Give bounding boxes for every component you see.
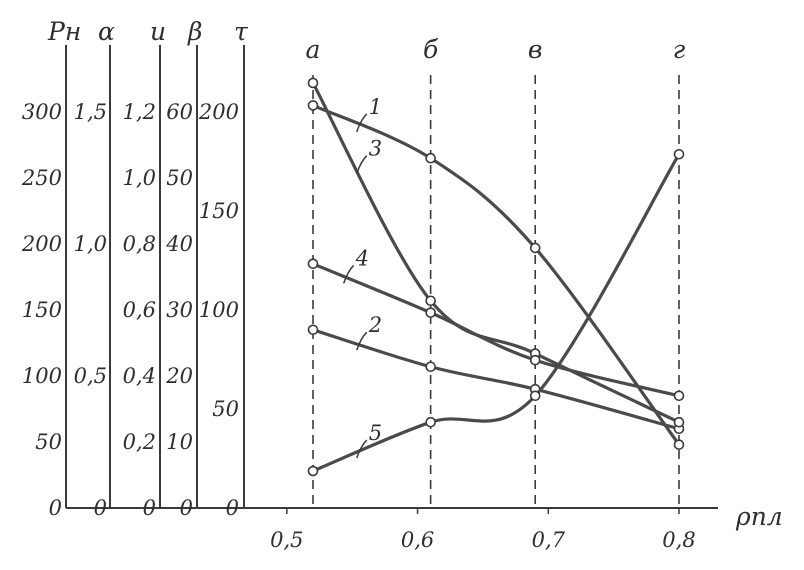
- y-tick-label: 60: [166, 100, 193, 124]
- x-tick-label: 0,6: [401, 528, 434, 552]
- series-leader: [356, 331, 368, 351]
- y-tick-label: 1,5: [74, 100, 107, 124]
- x-axis-label: ρпл: [735, 502, 783, 531]
- series-label: 4: [355, 246, 369, 270]
- data-point: [307, 100, 319, 111]
- y-tick-label: 0: [180, 496, 193, 520]
- data-point: [307, 77, 319, 89]
- data-point: [307, 465, 319, 477]
- y-tick-label: 20: [165, 364, 193, 388]
- y-tick-label: 1,2: [123, 100, 156, 124]
- series-leader: [356, 155, 368, 174]
- y-tick-label: 250: [21, 166, 62, 190]
- y-tick-label: 0,4: [123, 364, 156, 388]
- series-line: [311, 262, 681, 398]
- data-point: [425, 416, 436, 428]
- data-point: [425, 307, 436, 318]
- labels: Рн050100150200250300α00,51,01,5u00,20,40…: [21, 17, 783, 552]
- series-leader: [342, 264, 355, 284]
- series-leader: [356, 439, 368, 459]
- y-tick-label: 1,0: [123, 166, 156, 190]
- y-tick-label: 0,8: [123, 232, 156, 256]
- y-tick-label: 40: [165, 232, 193, 256]
- reference-label: г: [673, 35, 686, 64]
- reference-lines: [312, 75, 680, 508]
- y-tick-label: 100: [199, 298, 239, 322]
- y-tick-label: 150: [199, 199, 239, 223]
- scale-header: Рн: [47, 17, 81, 46]
- y-tick-label: 30: [166, 298, 193, 322]
- scale-header: β: [187, 17, 202, 46]
- data-point: [529, 242, 541, 254]
- y-tick-label: 200: [198, 100, 239, 124]
- data-point: [425, 295, 436, 307]
- y-tick-label: 0,6: [123, 298, 156, 322]
- data-point: [307, 324, 319, 336]
- series-line: [311, 103, 681, 447]
- y-tick-label: 1,0: [74, 232, 107, 256]
- scale-header: τ: [234, 17, 249, 46]
- y-tick-label: 0: [94, 496, 107, 520]
- data-point: [307, 258, 319, 270]
- series-leader: [356, 113, 368, 133]
- scale-header: u: [150, 17, 166, 46]
- reference-label: б: [423, 35, 439, 64]
- data-point: [529, 354, 541, 366]
- y-tick-label: 50: [166, 166, 193, 190]
- series-label: 1: [369, 95, 382, 119]
- data-point: [673, 390, 685, 402]
- data-point: [673, 416, 685, 428]
- y-tick-label: 0: [226, 496, 239, 520]
- reference-label: а: [306, 35, 321, 64]
- series-label: 5: [369, 421, 382, 445]
- series-line: [311, 152, 681, 473]
- data-point: [529, 390, 541, 402]
- x-tick-label: 0,8: [662, 528, 695, 552]
- data-point: [673, 148, 685, 160]
- y-tick-label: 0: [143, 496, 156, 520]
- reference-label: в: [528, 35, 543, 64]
- curves: [307, 77, 685, 477]
- y-tick-label: 200: [21, 232, 62, 256]
- data-point: [425, 361, 436, 373]
- y-tick-label: 100: [22, 364, 62, 388]
- y-tick-label: 10: [166, 430, 193, 454]
- series-label: 3: [369, 137, 382, 161]
- x-tick-label: 0,5: [270, 528, 303, 552]
- y-tick-label: 0,2: [123, 430, 156, 454]
- y-tick-label: 150: [22, 298, 62, 322]
- series-label: 2: [368, 313, 382, 337]
- axes: [65, 45, 718, 514]
- scale-header: α: [98, 17, 115, 46]
- x-tick-label: 0,7: [532, 528, 566, 552]
- y-tick-label: 50: [35, 430, 62, 454]
- y-tick-label: 0,5: [74, 364, 107, 388]
- y-tick-label: 300: [22, 100, 62, 124]
- data-point: [673, 439, 685, 450]
- data-point: [425, 152, 436, 164]
- series-line: [311, 328, 681, 431]
- y-tick-label: 50: [212, 397, 239, 421]
- y-tick-label: 0: [49, 496, 62, 520]
